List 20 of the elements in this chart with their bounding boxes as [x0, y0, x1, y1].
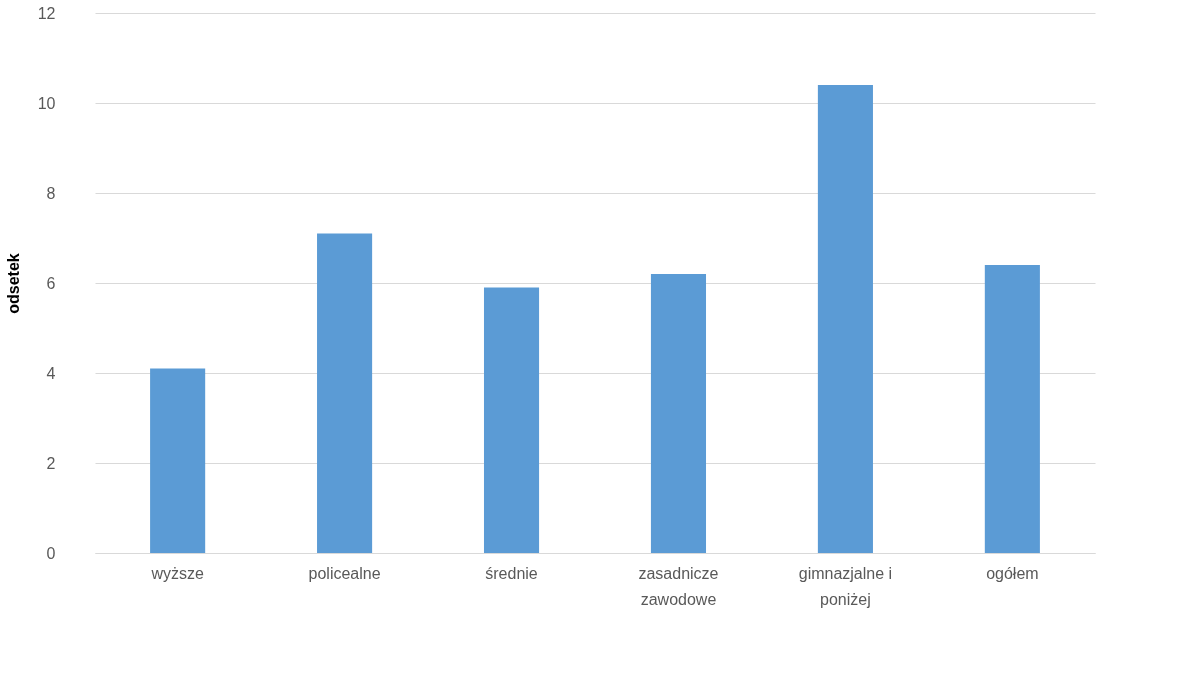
y-tick-label: 12 [37, 4, 56, 22]
x-tick-label: wyższe [150, 564, 204, 582]
bar [150, 368, 206, 553]
x-tick-label: policealne [308, 564, 381, 582]
bar [317, 233, 373, 553]
x-tick-label: średnie [485, 564, 538, 582]
y-tick-label: 0 [46, 544, 56, 562]
x-tick-label: ogółem [986, 564, 1039, 582]
y-tick-label: 10 [37, 94, 56, 112]
y-tick-label: 4 [46, 364, 56, 382]
bar [650, 274, 707, 553]
bar [483, 287, 540, 553]
bar [817, 85, 873, 553]
y-tick-label: 8 [46, 184, 56, 202]
y-tick-label: 2 [46, 454, 56, 472]
y-tick-label: 6 [46, 274, 56, 292]
y-axis-title: odsetek [4, 253, 22, 314]
bar [984, 265, 1040, 553]
x-tick-label: zasadnicze zawodowe [638, 564, 719, 608]
x-tick-label: gimnazjalne i poniżej [798, 564, 893, 608]
